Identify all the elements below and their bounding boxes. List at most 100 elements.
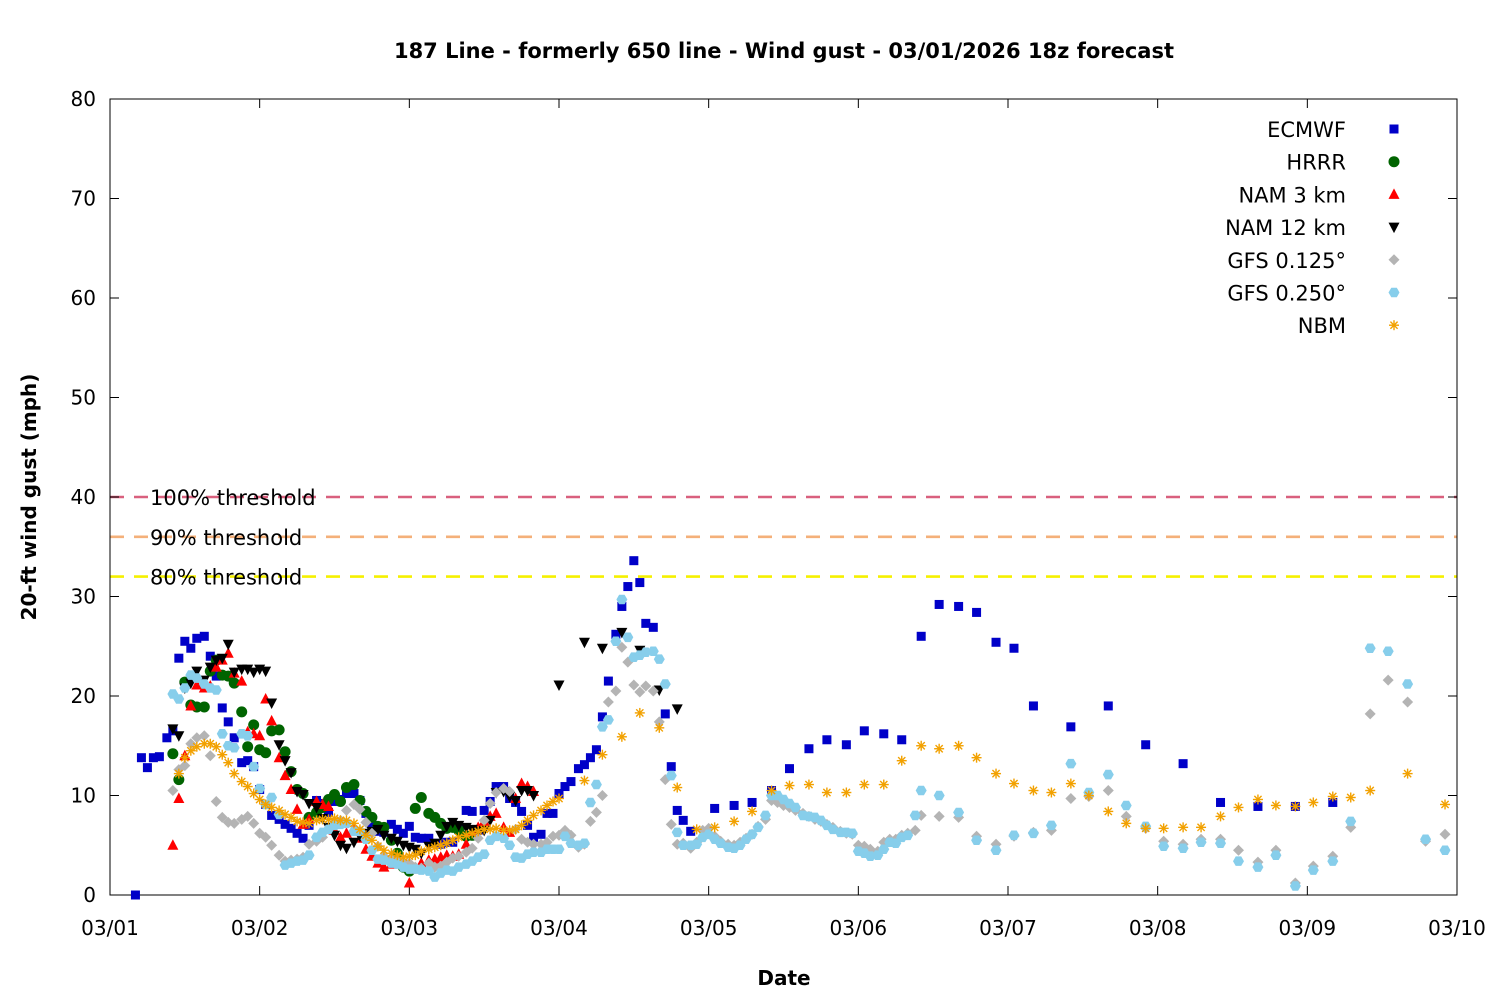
legend-marker	[1388, 156, 1400, 168]
data-point	[822, 735, 832, 745]
data-point	[148, 753, 158, 763]
data-point	[167, 785, 179, 797]
data-point	[691, 824, 702, 835]
data-point	[223, 757, 234, 768]
data-point	[191, 666, 203, 678]
data-point	[671, 704, 683, 715]
data-point	[1402, 679, 1414, 689]
data-point	[186, 643, 196, 653]
data-point	[303, 798, 315, 810]
data-point	[274, 814, 284, 824]
data-point	[902, 830, 914, 841]
data-point	[878, 844, 890, 854]
data-point	[490, 787, 502, 799]
data-point	[671, 827, 683, 838]
data-point	[237, 758, 247, 768]
data-point	[273, 724, 285, 736]
data-point	[790, 802, 801, 813]
data-point	[297, 790, 309, 801]
data-point	[210, 661, 222, 672]
data-point	[154, 752, 164, 762]
data-point	[686, 826, 696, 836]
data-point	[1233, 856, 1244, 866]
data-point	[1045, 820, 1057, 831]
data-point	[341, 815, 352, 826]
data-point	[198, 730, 210, 742]
data-point	[1178, 822, 1189, 833]
data-point	[242, 810, 254, 822]
data-point	[167, 724, 179, 735]
data-point	[360, 816, 372, 828]
data-point	[1420, 834, 1432, 844]
data-point	[136, 753, 146, 763]
data-point	[516, 777, 528, 789]
data-point	[529, 832, 539, 842]
data-point	[1345, 792, 1356, 803]
data-point	[542, 808, 552, 818]
data-point	[1327, 791, 1338, 802]
data-point	[386, 819, 396, 829]
data-point	[991, 768, 1002, 779]
data-point	[254, 729, 266, 741]
data-point	[590, 779, 602, 790]
data-point	[591, 745, 601, 755]
threshold-label: 90% threshold	[150, 526, 302, 550]
data-point	[517, 806, 527, 816]
data-point	[933, 790, 945, 801]
data-point	[641, 618, 651, 628]
data-point	[1233, 802, 1244, 813]
data-point	[554, 793, 564, 804]
data-point	[410, 850, 421, 861]
data-point	[553, 680, 565, 692]
data-point	[447, 817, 459, 829]
data-point	[179, 760, 191, 772]
data-point	[217, 749, 228, 760]
data-point	[415, 791, 427, 803]
data-point	[223, 717, 233, 727]
data-point	[311, 802, 323, 814]
data-point	[678, 815, 688, 825]
legend-label: NAM 3 km	[1238, 183, 1346, 207]
data-point	[391, 836, 403, 848]
data-point	[672, 782, 683, 793]
data-point	[766, 785, 777, 796]
data-point	[1140, 823, 1151, 834]
data-point	[990, 845, 1002, 855]
data-point	[654, 722, 665, 733]
data-point	[1046, 787, 1057, 798]
data-point	[286, 812, 297, 823]
data-point	[303, 850, 315, 860]
y-tick-label: 70	[71, 187, 96, 211]
data-point	[617, 601, 627, 611]
data-point	[416, 846, 427, 857]
data-point	[478, 814, 490, 826]
data-point	[909, 824, 921, 836]
data-point	[1009, 643, 1019, 653]
data-point	[542, 800, 553, 811]
data-point	[279, 756, 291, 767]
data-point	[1141, 740, 1151, 750]
data-point	[360, 830, 371, 841]
data-point	[1027, 828, 1039, 839]
data-point	[804, 744, 814, 754]
data-point	[1364, 643, 1376, 653]
data-point	[971, 835, 983, 845]
data-point	[647, 646, 659, 656]
x-tick-label: 03/04	[530, 916, 588, 940]
data-point	[174, 653, 184, 663]
data-point	[479, 824, 490, 835]
data-point	[286, 823, 296, 833]
data-point	[579, 775, 590, 786]
data-point	[198, 701, 210, 713]
x-tick-label: 03/01	[81, 916, 139, 940]
data-point	[260, 666, 272, 678]
data-point	[504, 791, 516, 803]
legend-marker	[1389, 124, 1399, 134]
data-point	[665, 770, 677, 781]
data-point	[954, 601, 964, 611]
data-point	[366, 845, 378, 855]
data-point	[1402, 696, 1414, 708]
data-point	[210, 795, 222, 807]
data-point	[1215, 838, 1226, 848]
data-point	[210, 685, 222, 695]
